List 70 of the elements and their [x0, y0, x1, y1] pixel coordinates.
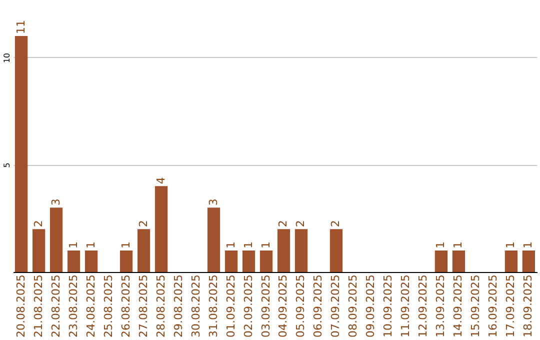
bar [260, 250, 273, 272]
bar [207, 208, 220, 272]
data-label: 1 [504, 242, 518, 249]
bar [50, 208, 63, 272]
bar [330, 229, 343, 272]
bar [14, 36, 28, 272]
x-tick-label: 06.09.2025 [312, 274, 325, 338]
data-label: 3 [49, 198, 62, 206]
x-tick-label: 01.09.2025 [224, 274, 238, 338]
bar [504, 250, 518, 272]
x-tick-label: 24.08.2025 [84, 274, 98, 338]
x-tick-label: 25.08.2025 [102, 274, 115, 338]
data-label: 4 [154, 177, 168, 184]
data-label: 1 [224, 242, 238, 249]
bar [154, 186, 168, 272]
x-tick-label: 26.08.2025 [119, 274, 132, 338]
x-tick-label: 14.09.2025 [452, 274, 465, 338]
x-tick-label: 23.08.2025 [66, 274, 80, 338]
data-label: 2 [294, 220, 308, 228]
x-tick-label: 05.09.2025 [294, 274, 308, 338]
x-tick-label: 20.08.2025 [14, 274, 28, 338]
x-tick-label: 10.09.2025 [382, 274, 395, 338]
bar [32, 229, 46, 272]
data-label: 2 [276, 220, 290, 228]
bar [242, 250, 256, 272]
x-tick-label: 27.08.2025 [136, 274, 150, 338]
x-tick-label: 31.08.2025 [206, 274, 220, 338]
data-label: 1 [242, 242, 255, 249]
bar [522, 250, 536, 272]
x-tick-label: 21.08.2025 [32, 274, 45, 338]
bar [120, 250, 133, 272]
data-label: 1 [66, 242, 80, 249]
x-tick-label: 18.09.2025 [522, 274, 535, 338]
x-tick-label: 09.09.2025 [364, 274, 378, 338]
x-tick-label: 03.09.2025 [259, 274, 272, 338]
data-label: 2 [329, 220, 342, 228]
x-tick-label: 28.08.2025 [154, 274, 168, 338]
data-label: 2 [32, 220, 45, 228]
x-tick-label: 22.08.2025 [49, 274, 62, 338]
data-label: 1 [84, 242, 98, 249]
x-tick-label: 08.09.2025 [346, 274, 360, 338]
x-tick-label: 11.09.2025 [399, 274, 412, 338]
data-label: 11 [14, 20, 28, 34]
bar [294, 229, 308, 272]
x-tick-label: 12.09.2025 [416, 274, 430, 338]
bar [434, 250, 448, 272]
bar [67, 250, 80, 272]
x-tick-label: 29.08.2025 [172, 274, 185, 338]
bar [224, 250, 238, 272]
data-label: 2 [136, 220, 150, 228]
data-label: 1 [259, 242, 272, 249]
y-tick-label: 10 [2, 52, 12, 64]
x-tick-label: 04.09.2025 [276, 274, 290, 338]
data-label: 3 [206, 198, 220, 206]
bar [84, 250, 98, 272]
data-label: 1 [452, 242, 465, 249]
y-tick-label: 5 [2, 162, 12, 168]
data-label: 1 [119, 242, 132, 249]
x-tick-label: 30.08.2025 [189, 274, 202, 338]
x-tick-label: 17.09.2025 [504, 274, 518, 338]
x-tick-label: 15.09.2025 [469, 274, 482, 338]
data-label: 1 [522, 242, 535, 249]
x-tick-label: 13.09.2025 [434, 274, 448, 338]
x-tick-label: 16.09.2025 [486, 274, 500, 338]
bar [452, 250, 466, 272]
x-tick-label: 07.09.2025 [329, 274, 342, 338]
bar [277, 229, 290, 272]
x-tick-label: 02.09.2025 [242, 274, 255, 338]
data-label: 1 [434, 242, 448, 249]
bar [137, 229, 150, 272]
